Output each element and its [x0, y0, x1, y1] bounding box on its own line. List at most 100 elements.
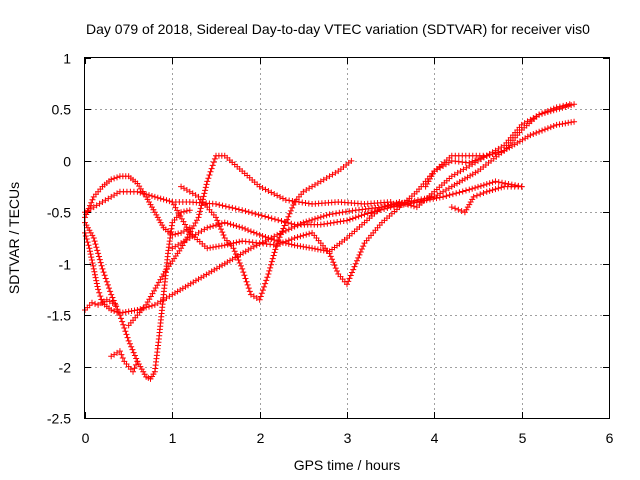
data-point	[90, 262, 97, 269]
data-point	[151, 193, 158, 200]
data-point	[89, 259, 96, 266]
data-point	[111, 308, 118, 315]
data-point	[249, 209, 256, 216]
data-point	[268, 236, 275, 243]
data-point	[565, 103, 572, 109]
data-point	[275, 217, 282, 224]
data-point	[472, 157, 479, 164]
data-point	[195, 276, 202, 283]
data-point	[133, 355, 140, 362]
data-point	[121, 325, 128, 331]
data-point	[288, 241, 295, 248]
data-point	[270, 252, 277, 259]
x-tick-label: 3	[344, 430, 352, 446]
data-point	[324, 220, 331, 227]
data-point	[183, 207, 190, 214]
data-point	[473, 192, 480, 199]
data-point	[154, 282, 161, 289]
data-point	[111, 175, 118, 182]
data-point	[472, 169, 479, 176]
data-point	[381, 203, 388, 210]
data-point	[135, 361, 142, 367]
data-point	[250, 243, 257, 250]
data-point	[266, 267, 273, 274]
data-point	[505, 181, 512, 187]
data-point	[140, 190, 147, 197]
data-point	[204, 245, 211, 252]
data-point	[282, 196, 289, 203]
data-point	[153, 211, 160, 218]
data-point	[213, 201, 219, 208]
data-point	[518, 183, 525, 190]
data-point	[533, 129, 540, 136]
data-point	[289, 204, 296, 211]
data-point	[475, 156, 481, 163]
data-point	[411, 197, 418, 204]
data-point	[214, 217, 221, 224]
data-point	[108, 176, 115, 183]
x-tick-label: 0	[82, 430, 90, 446]
data-point	[331, 262, 338, 269]
data-point	[368, 209, 375, 216]
data-point	[334, 219, 341, 226]
data-point	[259, 232, 266, 239]
data-point	[461, 209, 468, 216]
data-point	[350, 266, 357, 273]
data-points	[82, 101, 578, 382]
data-point	[247, 245, 254, 252]
data-point	[464, 174, 471, 181]
data-point	[286, 197, 293, 204]
data-point	[553, 106, 560, 113]
data-point	[125, 308, 132, 315]
data-point	[547, 124, 554, 131]
data-point	[456, 189, 463, 196]
data-point	[279, 195, 286, 202]
data-point	[134, 358, 141, 365]
data-point	[94, 283, 101, 290]
data-point	[89, 232, 96, 239]
data-point	[250, 229, 257, 236]
data-point	[245, 209, 252, 216]
data-point	[221, 242, 228, 249]
data-point	[469, 196, 476, 203]
series-arc-6	[178, 157, 355, 303]
data-point	[384, 202, 391, 209]
data-point	[486, 187, 493, 194]
y-tick-label: -1.5	[47, 308, 71, 324]
data-point	[559, 104, 566, 111]
data-point	[284, 216, 291, 223]
data-point	[239, 224, 246, 231]
data-point	[253, 230, 260, 237]
data-point	[125, 337, 132, 344]
data-point	[88, 254, 95, 261]
data-point	[144, 299, 151, 306]
data-point	[544, 109, 551, 115]
data-point	[118, 351, 125, 358]
data-point	[221, 219, 228, 226]
data-point	[104, 281, 111, 288]
data-point	[311, 215, 318, 222]
data-point	[285, 213, 292, 220]
y-tick-label: -0.5	[47, 205, 71, 221]
data-point	[231, 248, 238, 255]
data-point	[93, 280, 100, 287]
data-point	[116, 310, 123, 317]
series-arc-11	[82, 296, 119, 313]
data-point	[464, 204, 471, 211]
data-point	[502, 180, 509, 187]
data-point	[198, 202, 205, 209]
data-point	[128, 308, 135, 315]
data-point	[424, 181, 431, 187]
data-point	[323, 212, 330, 219]
data-point	[131, 307, 138, 314]
data-point	[271, 249, 278, 256]
data-point	[234, 254, 241, 261]
data-point	[132, 361, 139, 368]
data-point	[279, 228, 286, 235]
data-point	[239, 207, 246, 214]
data-point	[396, 199, 403, 205]
data-point	[108, 291, 115, 298]
data-point	[192, 220, 199, 227]
data-point	[213, 265, 220, 272]
data-point	[92, 274, 99, 281]
